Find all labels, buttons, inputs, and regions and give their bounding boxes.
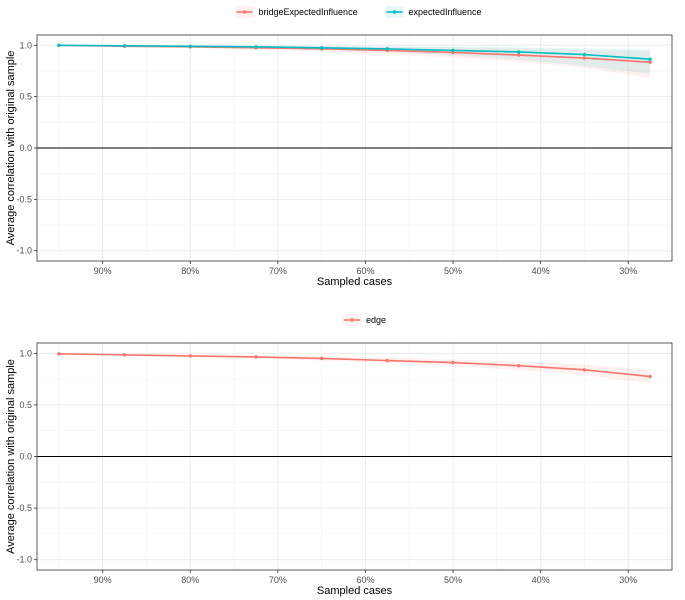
data-point-expectedInfluence xyxy=(319,46,324,50)
legend-item-edge: edge xyxy=(343,314,386,326)
y-tick-label: -0.5 xyxy=(16,503,32,513)
data-point-bridgeExpectedInfluence xyxy=(517,53,521,57)
data-point-edge xyxy=(648,374,652,379)
data-point-edge xyxy=(319,356,324,361)
y-tick-label: -1.0 xyxy=(16,555,32,565)
data-point-edge xyxy=(451,360,455,365)
x-tick-label: 70% xyxy=(269,266,287,276)
x-tick-label: 30% xyxy=(619,575,637,585)
y-axis-title: Average correlation with original sample xyxy=(5,359,17,554)
data-point-expectedInfluence xyxy=(385,47,390,51)
ribbon-bridgeExpectedInfluence xyxy=(58,45,651,79)
y-tick-label: 0.5 xyxy=(19,400,32,410)
x-axis-title: Sampled cases xyxy=(317,585,393,597)
y-tick-label: 0.5 xyxy=(19,92,32,102)
chart-panel-2: -1.0 -0.5 0.0 0.5 1.0 90% 80% 70% 60% 50% 40% 30% Sa… xyxy=(5,314,673,597)
y-tick-label: -1.0 xyxy=(16,246,32,256)
data-point-edge xyxy=(517,364,521,368)
data-point-edge xyxy=(254,355,258,359)
x-tick-label: 40% xyxy=(532,575,550,585)
data-point-bridgeExpectedInfluence xyxy=(582,56,587,60)
series-line-expectedInfluence xyxy=(58,44,651,60)
x-axis-title: Sampled cases xyxy=(317,276,393,288)
y-tick-label: 1.0 xyxy=(19,40,32,50)
data-point-edge xyxy=(122,353,127,357)
x-tick-label: 30% xyxy=(619,266,637,276)
data-point-expectedInfluence xyxy=(517,50,521,54)
x-tick-label: 50% xyxy=(444,266,462,276)
data-point-edge xyxy=(385,358,390,363)
y-axis-title: Average correlation with original sample xyxy=(5,51,17,246)
data-point-expectedInfluence xyxy=(254,45,258,49)
x-tick-label: 80% xyxy=(181,575,199,585)
legend: edge xyxy=(343,314,386,326)
x-tick-label: 60% xyxy=(356,575,374,585)
data-point-edge xyxy=(57,352,61,356)
x-tick-label: 90% xyxy=(94,575,112,585)
y-tick-label: -0.5 xyxy=(16,194,32,204)
data-point-edge xyxy=(582,368,587,372)
legend-label: expectedInfluence xyxy=(409,7,482,17)
chart-panel-1: -1.0 -0.5 0.0 0.5 1.0 90% 80% 70% 60% 50% 40% 30% Sa… xyxy=(5,6,673,288)
x-tick-label: 80% xyxy=(181,266,199,276)
legend-key-point xyxy=(392,10,397,14)
legend-label: edge xyxy=(366,315,386,325)
y-tick-label: 1.0 xyxy=(19,348,32,358)
data-point-expectedInfluence xyxy=(451,48,455,53)
x-tick-label: 60% xyxy=(356,266,374,276)
legend-key-point xyxy=(242,10,247,14)
data-point-bridgeExpectedInfluence xyxy=(648,60,652,64)
data-point-expectedInfluence xyxy=(57,43,61,47)
x-tick-label: 90% xyxy=(94,266,112,276)
x-tick-label: 50% xyxy=(444,575,462,585)
series-line-edge xyxy=(58,353,651,378)
data-point-expectedInfluence xyxy=(122,44,127,48)
data-point-expectedInfluence xyxy=(582,52,587,57)
data-point-edge xyxy=(188,354,192,358)
legend-item-bridgeExpectedInfluence: bridgeExpectedInfluence xyxy=(235,6,358,18)
data-point-expectedInfluence xyxy=(188,44,192,48)
y-tick-label: 0.0 xyxy=(19,452,32,462)
x-tick-label: 40% xyxy=(532,266,550,276)
ribbon-expectedInfluence xyxy=(58,45,651,75)
x-tick-label: 70% xyxy=(269,575,287,585)
legend-label: bridgeExpectedInfluence xyxy=(259,7,358,17)
legend-item-expectedInfluence: expectedInfluence xyxy=(385,6,482,18)
y-tick-label: 0.0 xyxy=(19,143,32,153)
data-point-expectedInfluence xyxy=(648,57,652,61)
legend-key-point xyxy=(350,318,354,322)
legend: bridgeExpectedInfluence expectedInfluence xyxy=(235,6,482,18)
